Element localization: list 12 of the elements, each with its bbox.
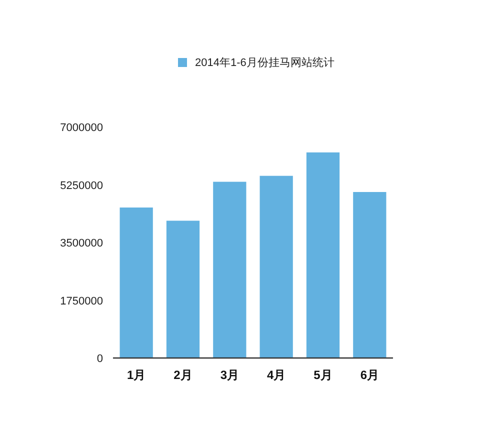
x-tick-label: 1月 [126,368,146,382]
x-tick-label: 5月 [314,368,332,382]
x-tick-label: 3月 [220,368,240,382]
y-tick-label: 3500000 [60,238,103,250]
x-tick-label: 4月 [266,368,286,382]
x-tick-label: 2月 [174,368,192,382]
legend-label: 2014年1-6月份挂马网站统计 [195,56,334,69]
y-tick-label: 7000000 [60,122,103,134]
y-tick-label: 5250000 [60,180,103,192]
y-tick-label: 1750000 [60,295,103,308]
x-tick-label: 6月 [360,368,380,382]
y-tick-label: 0 [96,353,103,365]
